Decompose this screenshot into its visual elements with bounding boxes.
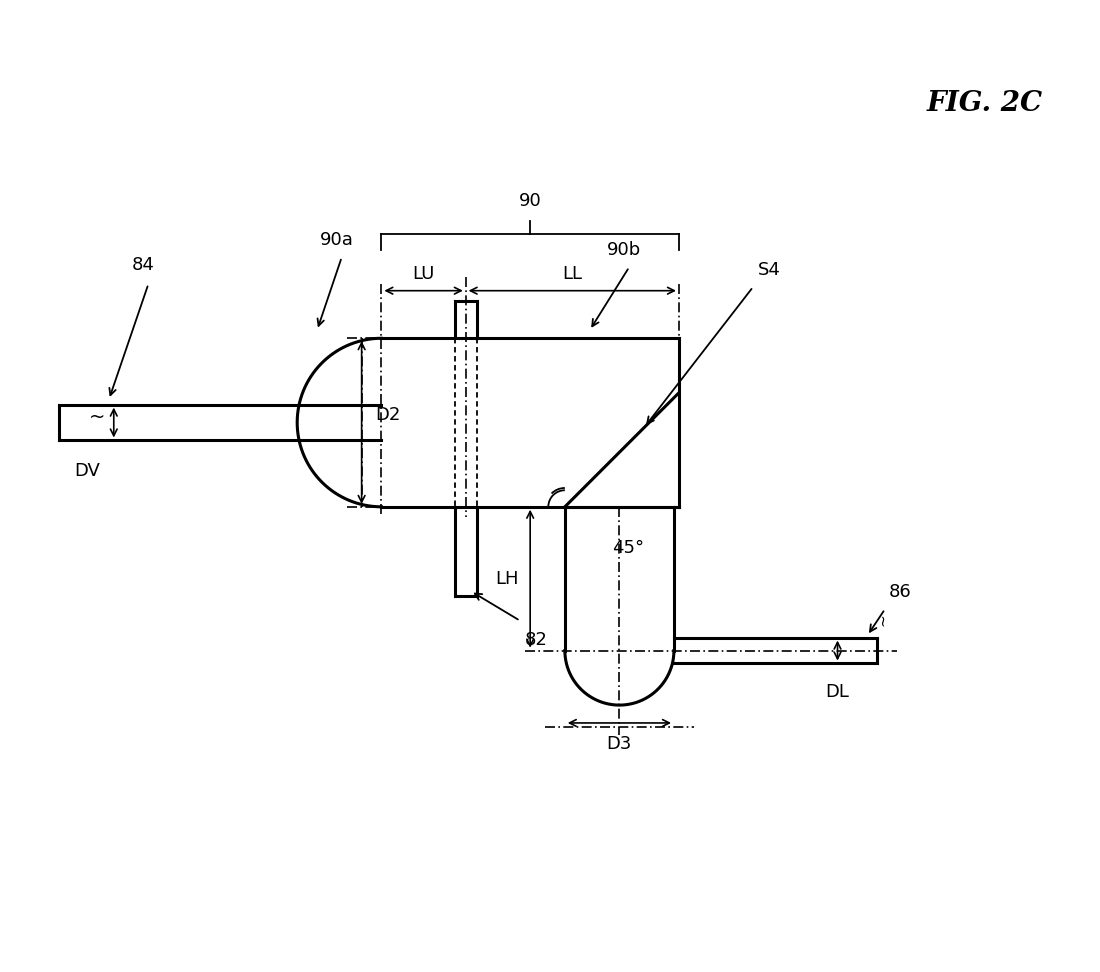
Text: S4: S4	[758, 260, 781, 279]
Text: 82: 82	[525, 631, 548, 648]
Text: ~: ~	[89, 408, 106, 427]
Text: DV: DV	[74, 463, 100, 480]
Text: FIG. 2C: FIG. 2C	[926, 90, 1043, 118]
Text: D2: D2	[375, 405, 400, 424]
Text: 90b: 90b	[607, 241, 641, 259]
Text: 86: 86	[889, 583, 912, 601]
Text: LH: LH	[495, 570, 518, 588]
Text: ~: ~	[874, 613, 890, 626]
Text: 84: 84	[132, 256, 155, 274]
Text: 90: 90	[519, 192, 541, 210]
Text: DL: DL	[826, 683, 849, 701]
Text: LU: LU	[412, 264, 434, 283]
Text: D3: D3	[607, 735, 632, 753]
Text: LL: LL	[562, 264, 582, 283]
Text: 45°: 45°	[613, 538, 645, 557]
Text: 90a: 90a	[320, 231, 354, 249]
